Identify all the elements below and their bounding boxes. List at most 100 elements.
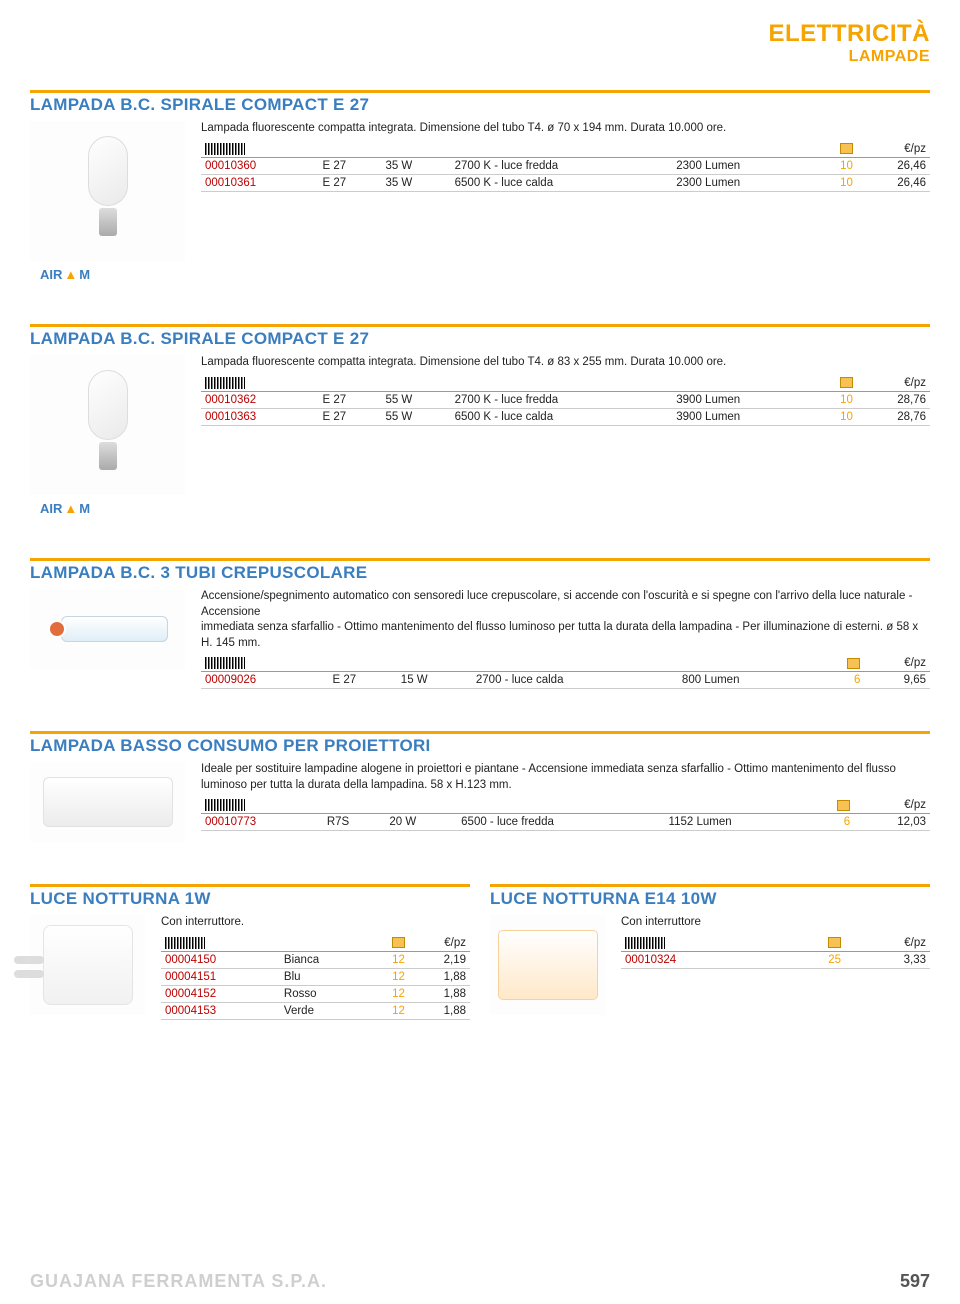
cell: Rosso xyxy=(280,985,367,1002)
table-row: 00010363E 2755 W6500 K - luce calda3900 … xyxy=(201,408,930,425)
cell: 15 W xyxy=(397,672,472,689)
product-code: 00004152 xyxy=(161,985,280,1002)
cell: 3900 Lumen xyxy=(672,408,815,425)
table-row: 00010324253,33 xyxy=(621,951,930,968)
section-title: LAMPADA B.C. SPIRALE COMPACT E 27 xyxy=(30,95,930,115)
price-header: €/pz xyxy=(854,797,930,814)
box-icon xyxy=(392,937,405,948)
table-row: 00010360E 2735 W2700 K - luce fredda2300… xyxy=(201,157,930,174)
price: 2,19 xyxy=(409,951,470,968)
table-row: 00004151Blu121,88 xyxy=(161,968,470,985)
pack-qty: 10 xyxy=(815,391,857,408)
product-table: €/pz00009026E 2715 W2700 - luce calda800… xyxy=(201,655,930,689)
cell: 6500 - luce fredda xyxy=(457,814,664,831)
product-image xyxy=(30,915,145,1015)
cell: Blu xyxy=(280,968,367,985)
price: 26,46 xyxy=(857,157,930,174)
cell: 1152 Lumen xyxy=(665,814,811,831)
box-icon xyxy=(837,800,850,811)
price: 3,33 xyxy=(845,951,930,968)
product-table: €/pz00004150Bianca122,1900004151Blu121,8… xyxy=(161,935,470,1020)
product-section: LAMPADA B.C. 3 TUBI CREPUSCOLARE Accensio… xyxy=(30,558,930,689)
pack-qty: 6 xyxy=(819,672,864,689)
box-icon xyxy=(828,937,841,948)
brand-logo: AIR▲M xyxy=(40,267,930,282)
cell: 55 W xyxy=(381,391,450,408)
section-rule xyxy=(30,324,930,327)
price-header: €/pz xyxy=(845,935,930,952)
barcode-icon xyxy=(205,143,245,155)
cell: 2300 Lumen xyxy=(672,157,815,174)
barcode-icon xyxy=(625,937,665,949)
box-icon xyxy=(840,143,853,154)
price: 9,65 xyxy=(864,672,930,689)
price: 1,88 xyxy=(409,1002,470,1019)
table-row: 00009026E 2715 W2700 - luce calda800 Lum… xyxy=(201,672,930,689)
table-row: 00004153Verde121,88 xyxy=(161,1002,470,1019)
cell: E 27 xyxy=(329,672,397,689)
product-image xyxy=(30,589,185,669)
section-description: Accensione/spegnimento automatico con se… xyxy=(201,589,930,651)
bottom-section-left: LUCE NOTTURNA 1WCon interruttore.€/pz000… xyxy=(30,884,470,1020)
price-header: €/pz xyxy=(857,375,930,392)
product-image xyxy=(30,762,185,842)
page-number: 597 xyxy=(900,1271,930,1292)
section-title: LUCE NOTTURNA 1W xyxy=(30,889,470,909)
pack-qty: 12 xyxy=(367,968,409,985)
page-header: ELETTRICITÀ LAMPADE xyxy=(30,20,930,66)
section-description: Con interruttore. xyxy=(161,915,470,931)
cell: 35 W xyxy=(381,174,450,191)
page-footer: GUAJANA FERRAMENTA S.P.A. 597 xyxy=(30,1271,930,1292)
price-header: €/pz xyxy=(857,141,930,158)
cell: E 27 xyxy=(319,408,382,425)
pack-qty: 25 xyxy=(786,951,845,968)
table-row: 00004150Bianca122,19 xyxy=(161,951,470,968)
price: 26,46 xyxy=(857,174,930,191)
barcode-icon xyxy=(205,799,245,811)
table-row: 00004152Rosso121,88 xyxy=(161,985,470,1002)
product-section: LAMPADA B.C. SPIRALE COMPACT E 27 Lampada… xyxy=(30,324,930,516)
cell: 2300 Lumen xyxy=(672,174,815,191)
section-rule xyxy=(30,90,930,93)
product-image xyxy=(490,915,605,1015)
product-table: €/pz00010362E 2755 W2700 K - luce fredda… xyxy=(201,375,930,426)
pack-qty: 6 xyxy=(811,814,854,831)
pack-qty: 10 xyxy=(815,174,857,191)
cell: 800 Lumen xyxy=(678,672,819,689)
section-rule xyxy=(30,884,470,887)
cell: 35 W xyxy=(381,157,450,174)
price: 12,03 xyxy=(854,814,930,831)
table-row: 00010361E 2735 W6500 K - luce calda2300 … xyxy=(201,174,930,191)
section-rule xyxy=(30,558,930,561)
product-code: 00010773 xyxy=(201,814,323,831)
price: 28,76 xyxy=(857,408,930,425)
product-image xyxy=(30,355,185,495)
product-image xyxy=(30,121,185,261)
brand-logo: AIR▲M xyxy=(40,501,930,516)
cell: 6500 K - luce calda xyxy=(451,174,673,191)
product-code: 00004151 xyxy=(161,968,280,985)
product-table: €/pz00010324253,33 xyxy=(621,935,930,969)
cell: 2700 K - luce fredda xyxy=(451,391,673,408)
product-code: 00010360 xyxy=(201,157,319,174)
subcategory-title: LAMPADE xyxy=(30,48,930,66)
section-title: LAMPADA B.C. SPIRALE COMPACT E 27 xyxy=(30,329,930,349)
bottom-section-right: LUCE NOTTURNA E14 10WCon interruttore€/p… xyxy=(490,884,930,1020)
section-description: Lampada fluorescente compatta integrata.… xyxy=(201,355,930,371)
section-description: Con interruttore xyxy=(621,915,930,931)
cell: 6500 K - luce calda xyxy=(451,408,673,425)
price: 1,88 xyxy=(409,985,470,1002)
pack-qty: 10 xyxy=(815,157,857,174)
cell: E 27 xyxy=(319,174,382,191)
section-title: LAMPADA B.C. 3 TUBI CREPUSCOLARE xyxy=(30,563,930,583)
product-table: €/pz00010360E 2735 W2700 K - luce fredda… xyxy=(201,141,930,192)
cell: E 27 xyxy=(319,157,382,174)
table-row: 00010773R7S20 W6500 - luce fredda1152 Lu… xyxy=(201,814,930,831)
pack-qty: 12 xyxy=(367,985,409,1002)
pack-qty: 12 xyxy=(367,951,409,968)
product-code: 00010363 xyxy=(201,408,319,425)
price-header: €/pz xyxy=(409,935,470,952)
product-section: LAMPADA BASSO CONSUMO PER PROIETTORIIdea… xyxy=(30,731,930,842)
barcode-icon xyxy=(165,937,205,949)
product-code: 00009026 xyxy=(201,672,329,689)
